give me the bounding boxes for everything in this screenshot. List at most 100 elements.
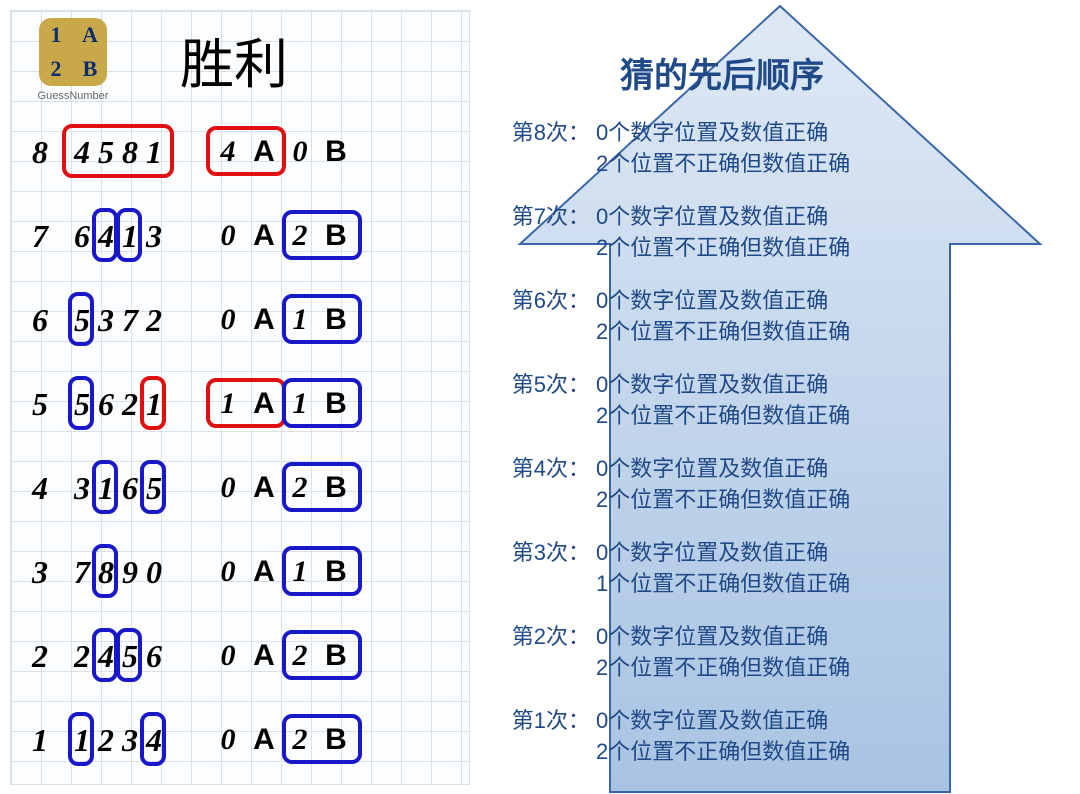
explain-row: 第2次：0个数字位置及数值正确2个位置不正确但数值正确: [476, 622, 1066, 684]
guess-digit: 2: [70, 632, 94, 680]
row-number: 3: [10, 554, 70, 591]
guess-digit: 6: [142, 632, 166, 680]
guess-row: 845814A0B: [10, 110, 470, 194]
explain-label: 第1次：: [476, 706, 596, 768]
result-cell: 0A2B: [210, 460, 450, 516]
guess-row: 224560A2B: [10, 614, 470, 698]
explain-row: 第5次：0个数字位置及数值正确2个位置不正确但数值正确: [476, 370, 1066, 432]
digit-highlight-box: [140, 460, 166, 514]
a-label: A: [246, 723, 282, 757]
explain-text: 0个数字位置及数值正确2个位置不正确但数值正确: [596, 622, 1066, 684]
explain-text: 0个数字位置及数值正确2个位置不正确但数值正确: [596, 370, 1066, 432]
b-highlight-box: [282, 294, 362, 344]
explain-label: 第2次：: [476, 622, 596, 684]
result-cell: 1A1B: [210, 376, 450, 432]
guess-row: 378900A1B: [10, 530, 470, 614]
explain-label: 第4次：: [476, 454, 596, 516]
explain-label: 第7次：: [476, 202, 596, 264]
explain-text: 0个数字位置及数值正确2个位置不正确但数值正确: [596, 454, 1066, 516]
guess-digit: 9: [118, 548, 142, 596]
app-icon-tile: 1 A 2 B: [39, 18, 107, 86]
app-icon: 1 A 2 B GuessNumber: [28, 18, 118, 102]
icon-glyph-B: B: [83, 56, 98, 82]
digit-highlight-box: [68, 376, 94, 430]
result-cell: 4A0B: [210, 124, 450, 180]
row-number: 6: [10, 302, 70, 339]
explain-row: 第4次：0个数字位置及数值正确2个位置不正确但数值正确: [476, 454, 1066, 516]
row-number: 4: [10, 470, 70, 507]
guess-row: 764130A2B: [10, 194, 470, 278]
guess-row: 653720A1B: [10, 278, 470, 362]
row-number: 7: [10, 218, 70, 255]
icon-glyph-1: 1: [51, 22, 62, 48]
guess-cell: 5372: [70, 292, 210, 348]
guess-digit: 7: [118, 296, 142, 344]
result-cell: 0A2B: [210, 628, 450, 684]
digit-highlight-box: [116, 208, 142, 262]
b-count: 0: [282, 135, 318, 169]
a-count: 0: [210, 219, 246, 253]
explain-label: 第6次：: [476, 286, 596, 348]
icon-glyph-A: A: [82, 22, 98, 48]
explain-label: 第3次：: [476, 538, 596, 600]
row-number: 1: [10, 722, 70, 759]
a-label: A: [246, 219, 282, 253]
b-highlight-box: [282, 210, 362, 260]
a-count: 0: [210, 303, 246, 337]
guess-digit: 6: [118, 464, 142, 512]
digit-highlight-box: [68, 292, 94, 346]
explain-row: 第3次：0个数字位置及数值正确1个位置不正确但数值正确: [476, 538, 1066, 600]
explain-text: 0个数字位置及数值正确2个位置不正确但数值正确: [596, 286, 1066, 348]
result-cell: 0A1B: [210, 544, 450, 600]
explain-row: 第8次：0个数字位置及数值正确2个位置不正确但数值正确: [476, 118, 1066, 180]
a-label: A: [246, 471, 282, 505]
icon-glyph-2: 2: [51, 56, 62, 82]
guess-digit: 7: [70, 548, 94, 596]
guess-digit: 3: [142, 212, 166, 260]
explain-row: 第6次：0个数字位置及数值正确2个位置不正确但数值正确: [476, 286, 1066, 348]
a-highlight-box: [206, 378, 286, 428]
a-count: 0: [210, 639, 246, 673]
page-title: 胜利: [180, 20, 288, 99]
guess-digit: 3: [94, 296, 118, 344]
guess-digit: 6: [94, 380, 118, 428]
digit-highlight-box: [68, 712, 94, 766]
digit-highlight-box: [92, 208, 118, 262]
row-number: 8: [10, 134, 70, 171]
guess-digit: 6: [70, 212, 94, 260]
b-highlight-box: [282, 462, 362, 512]
digit-highlight-box: [116, 628, 142, 682]
b-highlight-box: [282, 630, 362, 680]
explain-text: 0个数字位置及数值正确1个位置不正确但数值正确: [596, 538, 1066, 600]
guess-cell: 6413: [70, 208, 210, 264]
explain-row: 第1次：0个数字位置及数值正确2个位置不正确但数值正确: [476, 706, 1066, 768]
digit-highlight-box: [92, 628, 118, 682]
guess-digit: 2: [142, 296, 166, 344]
result-cell: 0A2B: [210, 208, 450, 264]
guess-cell: 7890: [70, 544, 210, 600]
explain-label: 第5次：: [476, 370, 596, 432]
explain-row: 第7次：0个数字位置及数值正确2个位置不正确但数值正确: [476, 202, 1066, 264]
a-label: A: [246, 639, 282, 673]
app-icon-label: GuessNumber: [28, 90, 118, 102]
b-highlight-box: [282, 546, 362, 596]
a-count: 0: [210, 723, 246, 757]
guess-cell: 1234: [70, 712, 210, 768]
guess-digit: 0: [142, 548, 166, 596]
a-count: 0: [210, 555, 246, 589]
guess-row: 112340A2B: [10, 698, 470, 782]
explain-text: 0个数字位置及数值正确2个位置不正确但数值正确: [596, 118, 1066, 180]
digit-highlight-box: [92, 544, 118, 598]
digit-highlight-box: [92, 460, 118, 514]
guess-digit: 2: [118, 380, 142, 428]
digit-highlight-box: [140, 712, 166, 766]
guess-row: 431650A2B: [10, 446, 470, 530]
row-number: 2: [10, 638, 70, 675]
guess-digit: 3: [70, 464, 94, 512]
guess-row: 556211A1B: [10, 362, 470, 446]
explain-label: 第8次：: [476, 118, 596, 180]
a-count: 0: [210, 471, 246, 505]
explain-text: 0个数字位置及数值正确2个位置不正确但数值正确: [596, 706, 1066, 768]
guess-cell: 5621: [70, 376, 210, 432]
b-highlight-box: [282, 714, 362, 764]
